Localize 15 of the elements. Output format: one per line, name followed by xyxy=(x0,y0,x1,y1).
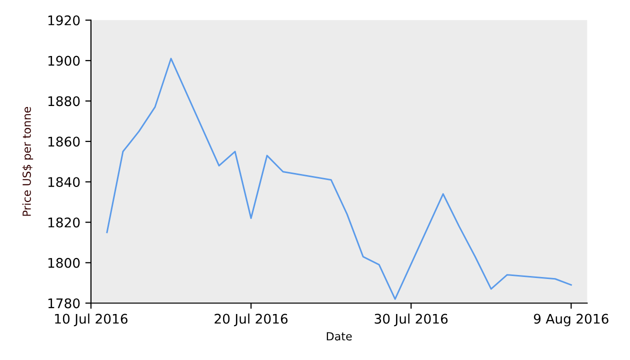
x-tick-label: 30 Jul 2016 xyxy=(374,314,448,326)
y-tick-label: 1800 xyxy=(48,258,80,268)
y-tick-label: 1780 xyxy=(48,298,80,308)
y-tick-label: 1860 xyxy=(48,136,80,147)
y-tick-label: 1920 xyxy=(48,15,80,26)
y-tick-label: 1900 xyxy=(48,56,80,66)
x-tick-label: 9 Aug 2016 xyxy=(534,314,608,326)
x-tick-label: 10 Jul 2016 xyxy=(55,314,128,326)
y-axis-title: Price US$ per tonne xyxy=(22,106,34,216)
x-axis-title: Date xyxy=(326,332,352,340)
line-series xyxy=(106,58,572,300)
y-tick-label: 1840 xyxy=(48,177,80,188)
y-tick-label: 1820 xyxy=(48,217,80,228)
y-tick-label: 1880 xyxy=(48,96,80,106)
x-tick-label: 20 Jul 2016 xyxy=(214,314,288,326)
